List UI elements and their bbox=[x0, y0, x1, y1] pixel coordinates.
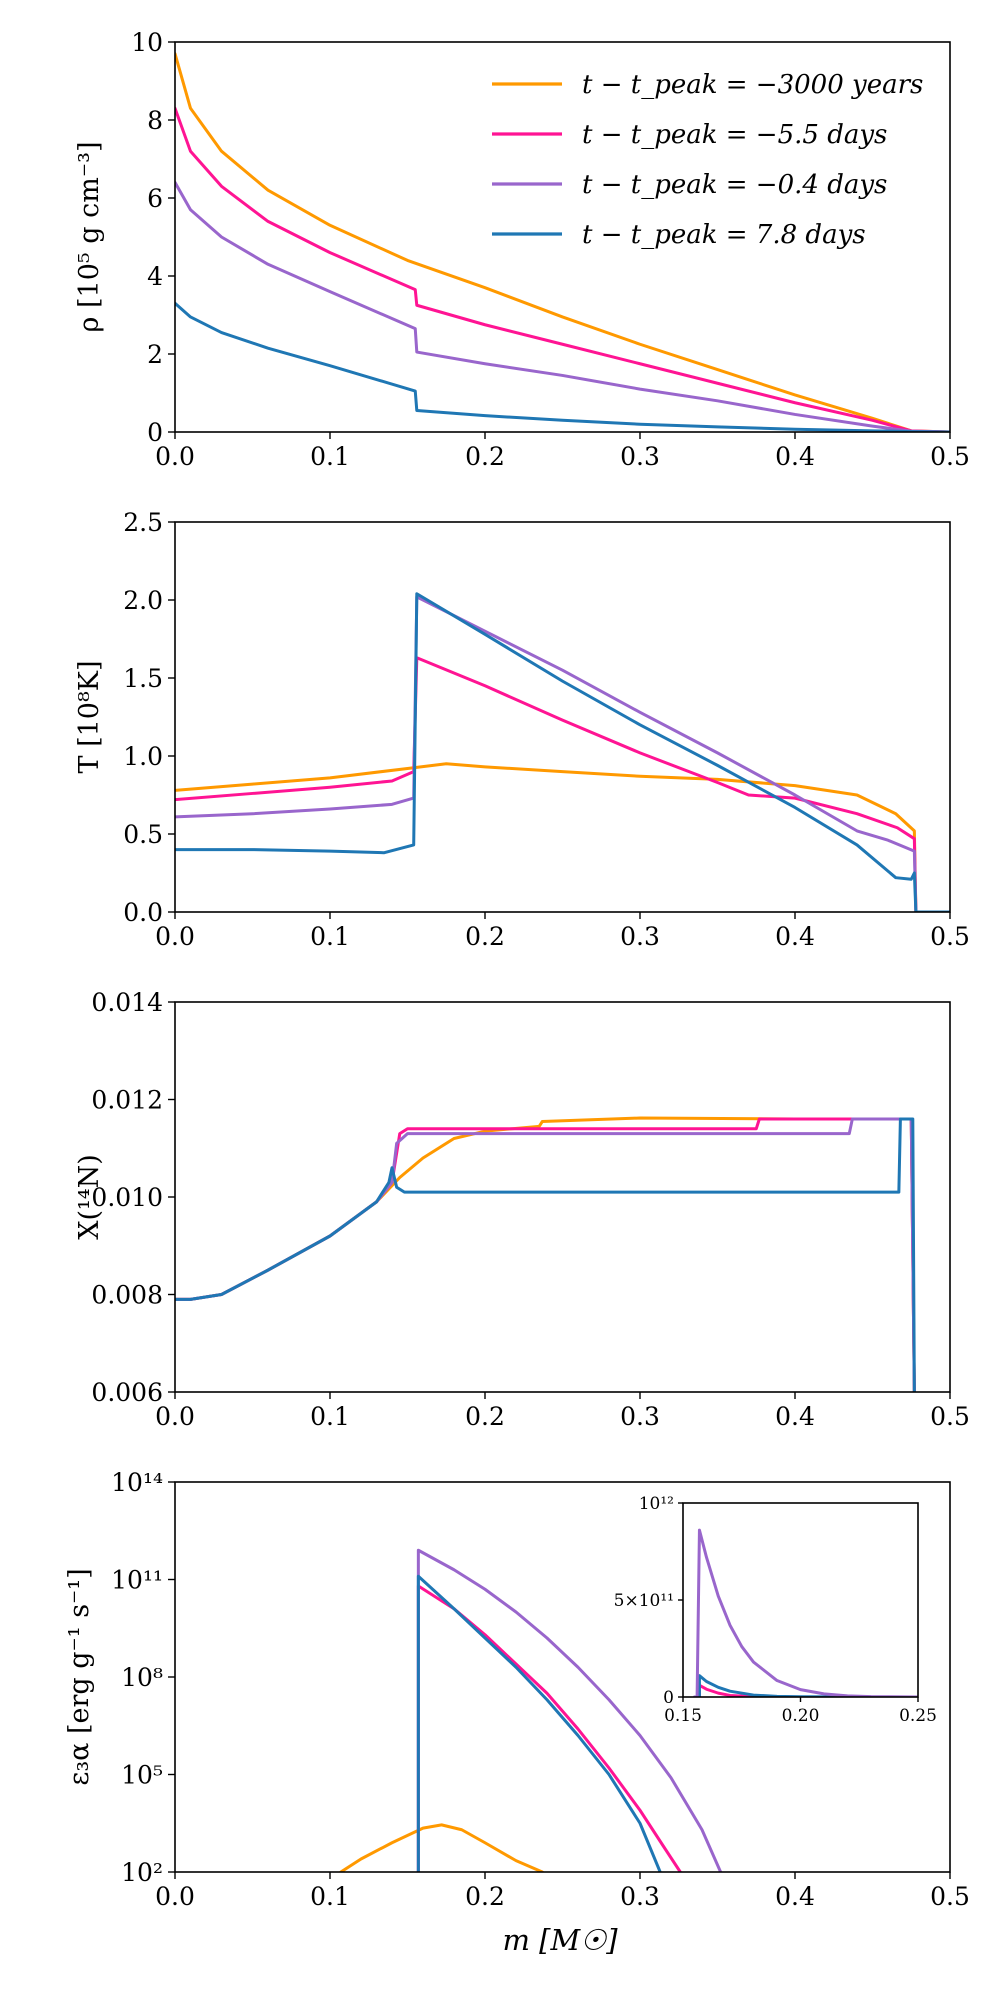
x-tick-label: 0.2 bbox=[465, 1402, 505, 1431]
inset-y-tick-label: 5×10¹¹ bbox=[614, 1591, 674, 1611]
series-line-2 bbox=[175, 106, 950, 432]
x-tick-label: 0.2 bbox=[465, 922, 505, 951]
x-tick-label: 0.2 bbox=[465, 442, 505, 471]
y-axis-label: X(¹⁴N) bbox=[74, 1154, 105, 1240]
panel-1: 0.0 0.1 0.2 0.3 0.4 0.5 0 2 4 6 8 10 ρ [10⁵ g cm⁻³] t… bbox=[74, 28, 970, 471]
y-tick-label: 10⁵ bbox=[121, 1761, 163, 1790]
x-axis-label: m [M☉] bbox=[502, 1923, 618, 1957]
panel-4: 0.0 0.1 0.2 0.3 0.4 0.5 10² 10⁵ 10⁸ 10¹¹ 10¹⁴ ε₃α [… bbox=[64, 1468, 970, 1911]
y-tick-label: 0.014 bbox=[91, 988, 163, 1017]
x-tick-label: 0.4 bbox=[775, 442, 815, 471]
series-line-3 bbox=[175, 595, 950, 912]
series-line-1 bbox=[175, 52, 950, 432]
y-tick-label: 2.5 bbox=[123, 508, 163, 537]
x-tick-label: 0.0 bbox=[155, 922, 195, 951]
y-tick-label: 10⁸ bbox=[121, 1663, 163, 1692]
x-tick-label: 0.5 bbox=[930, 1882, 970, 1911]
legend-entry: t − t_peak = −5.5 days bbox=[582, 120, 887, 150]
inset-series-line-3 bbox=[693, 1528, 918, 1697]
x-tick-label: 0.0 bbox=[155, 1402, 195, 1431]
y-axis-label: T [10⁸K] bbox=[74, 660, 105, 773]
series-line-4 bbox=[416, 1574, 662, 1872]
x-tick-label: 0.3 bbox=[620, 1882, 660, 1911]
legend-entry: t − t_peak = −3000 years bbox=[582, 70, 923, 100]
series-line-3 bbox=[175, 180, 950, 432]
x-tick-label: 0.5 bbox=[930, 442, 970, 471]
y-axis-label: ρ [10⁵ g cm⁻³] bbox=[74, 142, 105, 333]
x-tick-label: 0.3 bbox=[620, 1402, 660, 1431]
y-tick-label: 0.008 bbox=[91, 1281, 163, 1310]
inset-x-tick-label: 0.25 bbox=[899, 1706, 937, 1726]
y-tick-label: 8 bbox=[147, 106, 163, 135]
series-line-2 bbox=[175, 1117, 916, 1392]
y-tick-label: 2 bbox=[147, 340, 163, 369]
y-tick-label: 0.010 bbox=[91, 1183, 163, 1212]
x-tick-label: 0.1 bbox=[310, 1402, 350, 1431]
x-tick-label: 0.4 bbox=[775, 922, 815, 951]
legend: t − t_peak = −3000 years t − t_peak = −5.… bbox=[492, 70, 923, 250]
inset-x-tick-label: 0.15 bbox=[664, 1706, 702, 1726]
x-tick-label: 0.3 bbox=[620, 922, 660, 951]
y-tick-label: 0.0 bbox=[123, 898, 163, 927]
series-line-1 bbox=[175, 762, 950, 912]
panel-2: 0.0 0.1 0.2 0.3 0.4 0.5 0.0 0.5 1.0 1.5 2.0 2.5 T [1… bbox=[74, 508, 970, 951]
plot-area bbox=[174, 41, 951, 433]
x-tick-label: 0.3 bbox=[620, 442, 660, 471]
series-line-4 bbox=[175, 592, 950, 912]
y-tick-label: 1.5 bbox=[123, 664, 163, 693]
x-tick-label: 0.1 bbox=[310, 922, 350, 951]
series-line-4 bbox=[175, 1117, 916, 1392]
inset-y-tick-label: 0 bbox=[663, 1688, 674, 1708]
series-line-3 bbox=[416, 1548, 723, 1872]
x-tick-label: 0.1 bbox=[310, 442, 350, 471]
y-tick-label: 10¹¹ bbox=[111, 1566, 163, 1595]
y-tick-label: 0.5 bbox=[123, 820, 163, 849]
inset-y-tick-label: 10¹² bbox=[639, 1494, 674, 1514]
inset-x-tick-label: 0.20 bbox=[782, 1706, 820, 1726]
x-tick-label: 0.0 bbox=[155, 442, 195, 471]
x-tick-label: 0.5 bbox=[930, 922, 970, 951]
y-axis-label: ε₃α [erg g⁻¹ s⁻¹] bbox=[64, 1568, 95, 1785]
x-tick-label: 0.2 bbox=[465, 1882, 505, 1911]
y-tick-label: 0 bbox=[147, 418, 163, 447]
y-tick-label: 6 bbox=[147, 184, 163, 213]
x-tick-label: 0.4 bbox=[775, 1402, 815, 1431]
y-tick-label: 0.006 bbox=[91, 1378, 163, 1407]
x-tick-label: 0.5 bbox=[930, 1402, 970, 1431]
series-line-2 bbox=[416, 1584, 682, 1872]
y-tick-label: 4 bbox=[147, 262, 163, 291]
legend-entry: t − t_peak = 7.8 days bbox=[582, 220, 866, 250]
y-tick-label: 10¹⁴ bbox=[111, 1468, 163, 1497]
series-line-1 bbox=[339, 1823, 544, 1872]
y-tick-label: 10² bbox=[121, 1858, 163, 1887]
y-tick-label: 0.012 bbox=[91, 1086, 163, 1115]
x-tick-label: 0.1 bbox=[310, 1882, 350, 1911]
plot-area bbox=[174, 1001, 951, 1393]
x-tick-label: 0.0 bbox=[155, 1882, 195, 1911]
series-line-4 bbox=[175, 301, 950, 432]
panel-3: 0.0 0.1 0.2 0.3 0.4 0.5 0.006 0.008 0.010 0.012 0.… bbox=[74, 988, 970, 1431]
series-line-3 bbox=[175, 1117, 916, 1392]
inset-plot: 0.15 0.20 0.25 0 5×10¹¹ 10¹² bbox=[614, 1494, 937, 1726]
legend-entry: t − t_peak = −0.4 days bbox=[582, 170, 887, 200]
series-line-1 bbox=[175, 1116, 916, 1392]
x-tick-label: 0.4 bbox=[775, 1882, 815, 1911]
series-line-2 bbox=[175, 656, 950, 912]
y-tick-label: 10 bbox=[131, 28, 163, 57]
y-tick-label: 1.0 bbox=[123, 742, 163, 771]
y-tick-label: 2.0 bbox=[123, 586, 163, 615]
plot-area bbox=[174, 521, 951, 913]
